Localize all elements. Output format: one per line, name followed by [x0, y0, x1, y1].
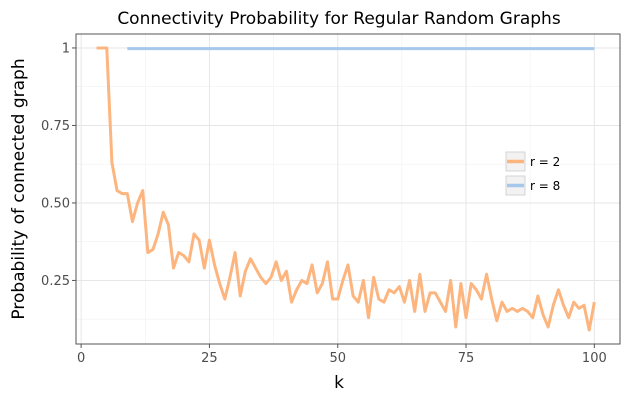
y-tick-label: 0.50 — [41, 196, 70, 211]
legend: r = 2 r = 8 — [505, 151, 560, 196]
x-tick-label: 75 — [458, 351, 475, 366]
chart-title: Connectivity Probability for Regular Ran… — [117, 9, 561, 29]
legend-label-1: r = 8 — [530, 179, 560, 193]
y-tick-label: 0.25 — [41, 274, 70, 289]
minor-gridlines — [76, 34, 620, 344]
major-gridlines — [76, 34, 620, 344]
y-axis-ticks: 0.25 0.50 0.75 1 — [41, 41, 76, 289]
x-tick-label: 50 — [329, 351, 346, 366]
x-tick-label: 25 — [201, 351, 218, 366]
x-tick-label: 0 — [77, 351, 85, 366]
y-axis-label: Probability of connected graph — [9, 58, 29, 319]
legend-label-0: r = 2 — [530, 155, 560, 169]
series-lines — [96, 46, 596, 332]
panel-background — [76, 34, 620, 344]
y-tick-label: 1 — [62, 41, 70, 56]
series-line-0 — [96, 46, 596, 332]
panel-border — [75, 33, 621, 345]
x-tick-label: 100 — [582, 351, 607, 366]
x-axis-label: k — [334, 373, 344, 393]
y-tick-label: 0.75 — [41, 119, 70, 134]
x-axis-ticks: 0 25 50 75 100 — [77, 344, 607, 366]
